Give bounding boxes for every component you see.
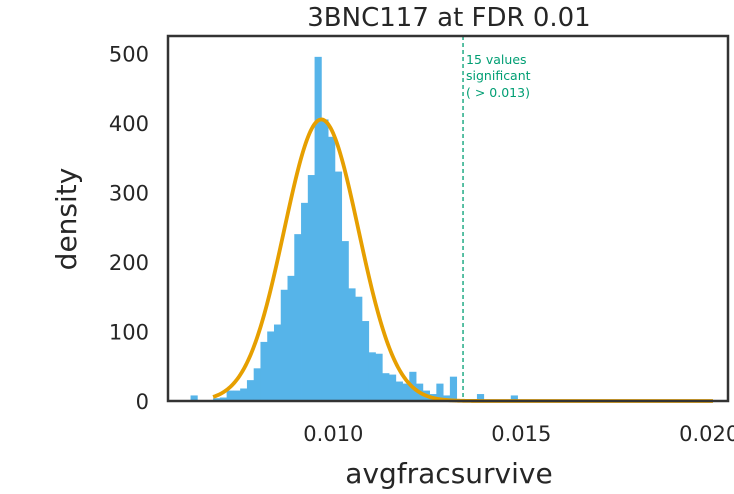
annotation-line-2: significant: [466, 68, 531, 83]
histogram-bar: [260, 341, 268, 401]
histogram-bar: [449, 376, 458, 401]
histogram-bar: [334, 171, 343, 401]
y-axis-ticks: 0 100 200 300 400 500: [109, 42, 149, 414]
plot-frame: [166, 34, 730, 403]
histogram-bar: [382, 373, 390, 401]
histogram-bar: [280, 289, 288, 401]
histogram-bar: [341, 241, 349, 401]
histogram-bar: [287, 275, 295, 401]
histogram-bar: [219, 397, 228, 401]
histogram-bar: [307, 175, 315, 401]
annotation-line-1: 15 values: [466, 52, 527, 67]
histogram-bar: [348, 288, 356, 401]
histogram-bar: [402, 383, 410, 401]
histogram-bar: [476, 394, 485, 401]
histogram-bar: [355, 296, 363, 401]
histogram-bar: [240, 388, 248, 401]
x-axis-ticks: 0.010 0.015 0.020: [303, 422, 734, 446]
x-tick-label: 0.020: [679, 422, 734, 446]
y-tick-label: 300: [109, 181, 149, 205]
histogram-bar: [375, 353, 383, 401]
chart-title: 3BNC117 at FDR 0.01: [307, 3, 590, 33]
y-axis-label: density: [50, 168, 83, 271]
histogram-bar: [328, 136, 336, 402]
histogram-bar: [226, 390, 234, 401]
histogram-bar: [510, 395, 518, 401]
y-tick-label: 100: [109, 320, 149, 344]
histogram-bar: [190, 395, 198, 401]
x-tick-label: 0.010: [303, 422, 363, 446]
histogram-bar: [321, 119, 329, 401]
y-tick-label: 0: [136, 390, 149, 414]
histogram-bar: [294, 234, 302, 401]
histogram-bar: [213, 398, 221, 401]
histogram-bar: [246, 380, 255, 401]
annotation-line-3: ( > 0.013): [466, 85, 530, 100]
histogram-bar: [267, 331, 275, 401]
x-axis-label: avgfracsurvive: [345, 457, 552, 490]
histogram-bar: [314, 56, 322, 401]
histogram-bar: [368, 352, 376, 401]
y-tick-label: 400: [109, 112, 149, 136]
histogram-bar: [436, 383, 444, 401]
histogram-bar: [388, 374, 397, 401]
x-tick-label: 0.015: [491, 422, 551, 446]
histogram-bar: [273, 324, 282, 401]
histogram-bar: [361, 321, 370, 401]
histogram-bars: [190, 56, 518, 402]
histogram-bar: [301, 202, 309, 401]
y-tick-label: 500: [109, 42, 149, 66]
histogram-bar: [395, 381, 403, 401]
histogram-bar: [253, 368, 261, 401]
y-tick-label: 200: [109, 251, 149, 275]
histogram-bar: [233, 390, 241, 401]
